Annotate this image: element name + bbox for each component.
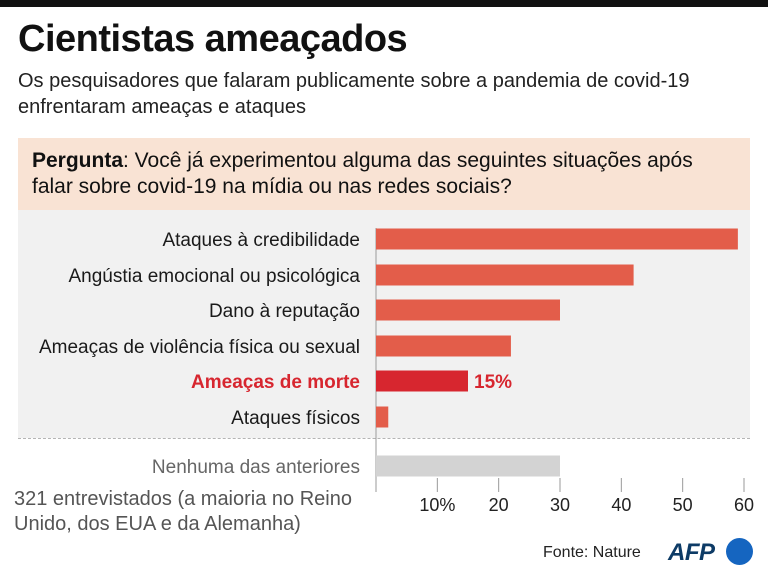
afp-logo-dot [726, 538, 753, 565]
chart-title: Cientistas ameaçados [18, 18, 408, 60]
category-label: Dano à reputação [209, 301, 360, 322]
x-tick-label: 50 [673, 495, 693, 515]
afp-logo: AFP [668, 537, 758, 569]
x-tick-label: 30 [550, 495, 570, 515]
top-rule [0, 0, 768, 7]
x-tick-label: 20 [489, 495, 509, 515]
category-label: Ataques à credibilidade [162, 230, 360, 251]
x-tick-label: 40 [611, 495, 631, 515]
bar-2 [376, 264, 634, 286]
bar-7 [376, 455, 560, 477]
respondents-note: 321 entrevistados (a maioria no Reino Un… [14, 488, 352, 535]
bar-3 [376, 299, 560, 321]
category-label: Nenhuma das anteriores [152, 457, 360, 478]
highlight-data-label: 15% [474, 372, 512, 393]
category-label: Ameaças de violência física ou sexual [39, 337, 360, 358]
x-tick-label: 10% [419, 495, 455, 515]
bar-6 [376, 406, 389, 428]
bar-5 [376, 370, 468, 392]
question-text: Pergunta: Você já experimentou alguma da… [32, 148, 737, 200]
bar-1 [376, 228, 738, 250]
chart-subtitle: Os pesquisadores que falaram publicament… [18, 70, 690, 118]
x-tick-label: 60 [734, 495, 754, 515]
bar-4 [376, 335, 511, 357]
afp-logo-text: AFP [668, 539, 715, 566]
category-label: Ataques físicos [231, 408, 360, 429]
question-box: Pergunta: Você já experimentou alguma da… [18, 138, 750, 210]
category-label: Ameaças de morte [191, 372, 360, 393]
category-label: Angústia emocional ou psicológica [68, 266, 360, 287]
source-label: Fonte: Nature [543, 544, 641, 561]
question-body: : Você já experimentou alguma das seguin… [32, 149, 693, 198]
none-divider [18, 438, 750, 439]
question-label: Pergunta [32, 149, 124, 172]
